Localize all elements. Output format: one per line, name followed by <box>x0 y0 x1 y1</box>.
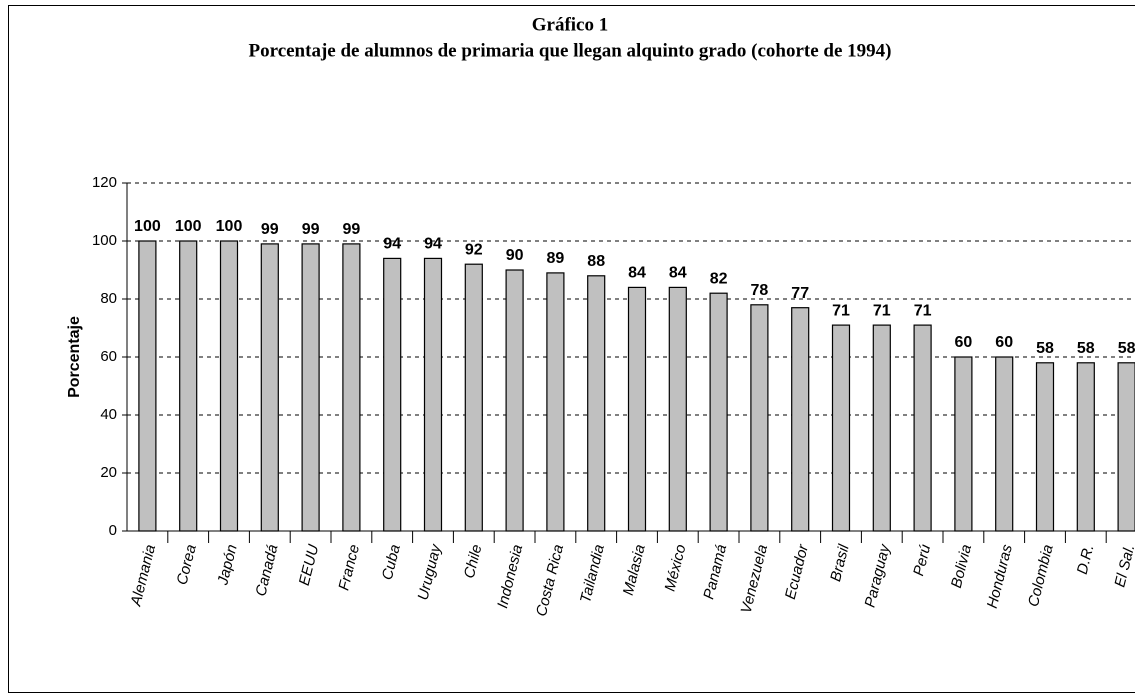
x-tick-label: Colombia <box>1025 543 1057 609</box>
bar <box>587 275 606 532</box>
data-label: 58 <box>1036 340 1054 357</box>
data-label: 99 <box>302 221 320 238</box>
bar <box>791 307 810 532</box>
bar <box>1076 362 1095 532</box>
x-tick-label: Costa Rica <box>533 543 567 618</box>
x-tick-label: Tailandia <box>577 543 608 605</box>
x-tick-label: México <box>662 543 690 593</box>
bar <box>995 356 1014 532</box>
data-label: 77 <box>791 285 809 302</box>
data-label: 88 <box>587 253 605 270</box>
data-label: 60 <box>955 334 973 351</box>
bar <box>505 269 524 532</box>
y-tick-label: 0 <box>109 522 117 539</box>
bar <box>709 292 728 532</box>
bar <box>546 272 565 532</box>
y-tick-label: 60 <box>100 348 117 365</box>
chart-title: Gráfico 1 <box>532 14 609 35</box>
bar <box>954 356 973 532</box>
bar <box>301 243 320 532</box>
y-tick-label: 120 <box>92 174 117 191</box>
bar <box>423 257 443 532</box>
frame <box>8 5 1135 693</box>
x-tick-label: Indonesia <box>494 543 526 610</box>
data-label: 71 <box>832 302 850 319</box>
data-label: 94 <box>383 236 401 253</box>
data-label: 58 <box>1118 340 1135 357</box>
x-tick-label: D.R. <box>1074 543 1098 576</box>
x-tick-label: Uruguay <box>415 541 446 602</box>
x-tick-label: Chile <box>461 543 486 580</box>
data-label: 84 <box>628 265 646 282</box>
x-tick-label: Paraguay <box>862 541 894 609</box>
x-tick-label: Honduras <box>984 542 1016 610</box>
x-tick-label: Panamá <box>700 543 730 601</box>
bar <box>383 257 402 532</box>
bar <box>179 240 198 532</box>
data-label: 99 <box>343 221 361 238</box>
data-label: 94 <box>424 236 442 253</box>
data-label: 71 <box>873 302 891 319</box>
y-tick-label: 80 <box>100 290 117 307</box>
x-tick-label: El Sal. <box>1111 543 1135 589</box>
bar <box>872 324 891 532</box>
x-tick-label: Cuba <box>379 543 404 582</box>
data-label: 60 <box>995 334 1013 351</box>
y-axis-label: Porcentaje <box>66 316 83 398</box>
data-label: 89 <box>547 250 565 267</box>
y-tick-label: 40 <box>100 406 117 423</box>
chart-subtitle: Porcentaje de alumnos de primaria que ll… <box>249 40 892 61</box>
bar <box>750 304 769 532</box>
bar <box>260 243 279 532</box>
data-label: 100 <box>175 218 202 235</box>
bar <box>913 324 932 532</box>
data-label: 99 <box>261 221 279 238</box>
data-label: 82 <box>710 270 728 287</box>
data-label: 100 <box>216 218 243 235</box>
x-tick-label: Perú <box>910 542 934 577</box>
x-tick-label: France <box>335 543 363 592</box>
data-label: 90 <box>506 247 524 264</box>
bar <box>464 263 483 532</box>
x-tick-label: Alemania <box>127 543 159 609</box>
data-label: 84 <box>669 265 687 282</box>
y-tick-label: 20 <box>100 464 117 481</box>
x-tick-label: Brasil <box>827 542 853 583</box>
bar <box>342 243 361 532</box>
data-label: 71 <box>914 302 932 319</box>
bar <box>219 240 239 532</box>
y-tick-label: 100 <box>92 232 117 249</box>
data-label: 92 <box>465 241 483 258</box>
bar <box>138 240 157 532</box>
x-tick-label: Bolivia <box>948 543 975 590</box>
x-tick-label: Corea <box>174 543 200 587</box>
x-tick-label: EEUU <box>296 543 323 588</box>
bar <box>668 286 687 532</box>
x-tick-label: Ecuador <box>782 542 812 601</box>
data-label: 78 <box>751 282 769 299</box>
bar <box>831 324 851 532</box>
x-tick-label: Malasia <box>620 543 649 597</box>
bar <box>627 286 647 532</box>
x-tick-label: Japón <box>214 543 241 588</box>
data-label: 58 <box>1077 340 1095 357</box>
x-tick-label: Venezuela <box>738 543 772 615</box>
x-tick-label: Canadá <box>252 543 281 598</box>
data-label: 100 <box>134 218 161 235</box>
bar <box>1035 362 1055 532</box>
bar <box>1117 362 1135 532</box>
